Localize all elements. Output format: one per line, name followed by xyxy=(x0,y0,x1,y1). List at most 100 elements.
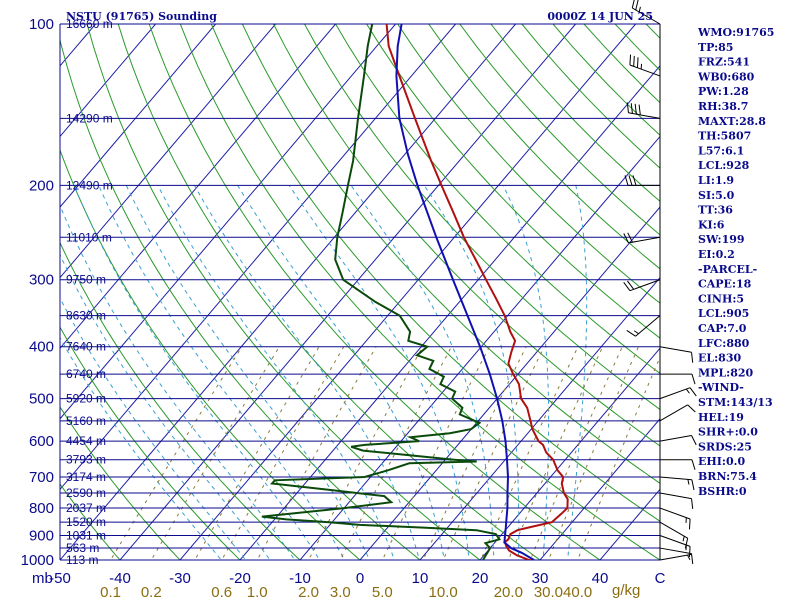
moist-adiabat-line xyxy=(423,185,520,560)
dry-adiabat-line xyxy=(86,24,481,560)
index-item: MAXT:28.8 xyxy=(698,115,766,128)
pressure-tick-label: 400 xyxy=(29,339,54,356)
wind-barb-flag xyxy=(691,373,696,385)
temperature-tick-label: 0 xyxy=(356,570,364,587)
height-label: 4454 m xyxy=(66,434,106,448)
height-label: 16660 m xyxy=(66,17,113,31)
height-label: 2037 m xyxy=(66,501,106,515)
mixing-ratio-tick-label: 40.0 xyxy=(563,584,592,600)
wind-barb-flag xyxy=(691,498,694,510)
wind-barb-flag xyxy=(623,233,629,244)
moist-adiabat-line xyxy=(60,336,222,560)
dry-adiabat-line xyxy=(60,483,121,560)
isobar-lines xyxy=(59,23,661,561)
mixing-ratio-line xyxy=(221,346,345,560)
moist-adiabat-line xyxy=(567,185,588,560)
height-labels: 16660 m 14290 m 12490 m 11010 m 9750 m 8630 m… xyxy=(66,17,113,567)
moist-adiabat-line xyxy=(502,185,550,560)
wind-barb-flag xyxy=(623,282,631,291)
isotherm-line xyxy=(0,24,36,571)
parcel-line xyxy=(395,24,535,560)
wind-barb xyxy=(659,476,695,491)
mixing-ratio-tick-label: 30.0 xyxy=(534,584,563,600)
dry-adiabat-line xyxy=(179,24,660,560)
moist-adiabat-line xyxy=(157,185,395,560)
mixing-ratio-tick-label: 0.1 xyxy=(100,584,121,600)
pressure-tick-label: 300 xyxy=(29,272,54,289)
index-item: LFC:880 xyxy=(698,337,750,350)
index-item: BRN:75.4 xyxy=(698,470,757,483)
index-item: EL:830 xyxy=(698,352,741,365)
dry-adiabat-line xyxy=(117,24,541,560)
index-item: BSHR:0 xyxy=(698,485,747,498)
height-label: 3793 m xyxy=(66,453,106,467)
wind-barb-staff xyxy=(635,315,661,337)
wind-barb-flag xyxy=(633,55,635,67)
mixing-ratio-tick-label: 0.6 xyxy=(211,584,232,600)
mixing-ratio-line xyxy=(480,346,579,560)
wind-barb-flag xyxy=(691,479,695,491)
height-label: 9750 m xyxy=(66,273,106,287)
wind-barb-staff xyxy=(659,404,688,422)
mixing-ratio-tick-label: 10.0 xyxy=(429,584,458,600)
wind-barb xyxy=(659,547,694,565)
height-label: 5920 m xyxy=(66,392,106,406)
dry-adiabat-line xyxy=(60,241,301,560)
wind-barb-staff xyxy=(629,64,661,77)
wind-barb-staff xyxy=(659,435,692,442)
wind-barb xyxy=(659,373,696,385)
index-item: LCL:928 xyxy=(698,159,750,172)
dry-adiabat-line xyxy=(397,24,660,304)
wind-barb-flag xyxy=(688,518,691,530)
temperature-tick-label: 10 xyxy=(412,570,429,587)
wind-barb-staff xyxy=(659,476,692,481)
mixing-ratio-line xyxy=(256,346,377,560)
dry-adiabat-line xyxy=(366,24,660,339)
index-item: EHI:0.0 xyxy=(698,455,745,468)
mixing-ratio-line xyxy=(307,346,424,560)
wind-barb-half-flag xyxy=(687,554,691,561)
mixing-ratio-tick-label: 1.0 xyxy=(247,584,268,600)
wind-barb-flag xyxy=(687,404,696,413)
wind-barb xyxy=(659,553,692,561)
isotherm-line xyxy=(60,24,216,208)
wind-barb xyxy=(659,459,696,470)
height-label: 3174 m xyxy=(66,470,106,484)
mixing-ratio-unit-label: g/kg xyxy=(612,582,640,599)
height-label: 8630 m xyxy=(66,309,106,323)
wind-barb-flag xyxy=(629,54,632,66)
index-item: HEL:19 xyxy=(698,411,744,424)
temperature-tick-label: -50 xyxy=(49,570,71,587)
isotherm-line xyxy=(60,24,156,138)
moist-adiabat-line xyxy=(60,204,296,560)
index-item: KI:6 xyxy=(698,218,725,231)
index-item: SW:199 xyxy=(698,233,745,246)
wind-barb xyxy=(626,315,661,337)
dry-adiabat-line xyxy=(241,24,660,484)
mixing-ratio-line xyxy=(442,346,545,560)
moist-adiabat-line xyxy=(73,185,321,560)
index-item: SI:5.0 xyxy=(698,189,735,202)
temperature-tick-label: -10 xyxy=(289,570,311,587)
isotherm-line xyxy=(119,24,576,560)
wind-barb-flag xyxy=(626,330,636,337)
index-item: -PARCEL- xyxy=(698,263,757,276)
pressure-tick-label: 700 xyxy=(29,469,54,486)
height-label: 6740 m xyxy=(66,367,106,381)
wind-barb-flag xyxy=(632,175,637,186)
sounding-traces xyxy=(261,24,569,560)
temperature-tick-label: 30 xyxy=(532,570,549,587)
dry-adiabat-line xyxy=(60,37,421,560)
temperature-tick-label: 40 xyxy=(592,570,609,587)
wind-barb-staff xyxy=(629,279,661,292)
wind-barb-flag xyxy=(638,104,641,115)
height-label: 11010 m xyxy=(66,230,112,244)
wind-barb-flag xyxy=(627,280,635,290)
index-item: SHR+:0.0 xyxy=(698,426,758,439)
moist-adiabat-line xyxy=(60,253,271,560)
wind-barb-staff xyxy=(659,535,691,547)
wind-barb-staff xyxy=(659,521,688,539)
height-label: 113 m xyxy=(66,553,98,567)
index-item: WB0:680 xyxy=(697,70,755,83)
